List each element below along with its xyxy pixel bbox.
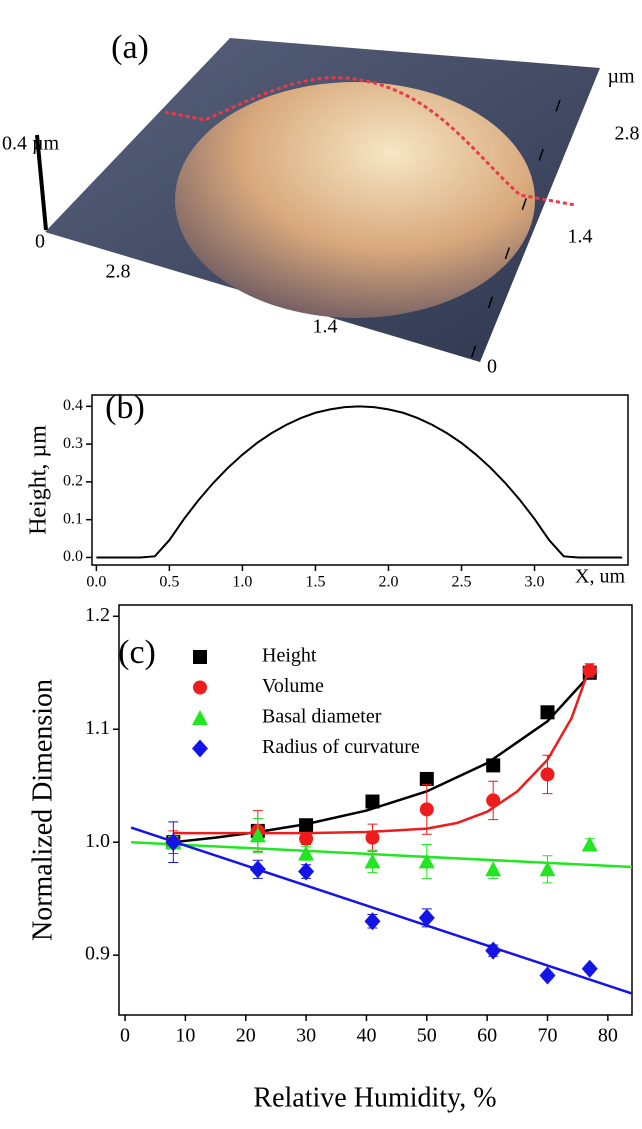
marker bbox=[420, 802, 434, 816]
marker bbox=[582, 960, 598, 978]
marker bbox=[583, 664, 597, 678]
y-tick-label: 1.2 bbox=[85, 604, 110, 626]
x-tick-label: 0.0 bbox=[86, 574, 106, 591]
marker bbox=[540, 966, 556, 984]
x-tick-label: 70 bbox=[538, 1025, 558, 1047]
legend-marker bbox=[192, 740, 208, 758]
page: (a) 0.4 µm 0 2.8 1.4 µm 2.8 1.4 0 0.0 0.5… bbox=[0, 0, 642, 1129]
x-tick-label: 50 bbox=[417, 1025, 437, 1047]
marker bbox=[365, 795, 379, 809]
x-tick-label: 3.0 bbox=[525, 574, 545, 591]
legend-label: Volume bbox=[262, 675, 324, 697]
legend-marker bbox=[193, 650, 207, 664]
x-tick-label: 0.5 bbox=[159, 574, 179, 591]
plot-frame bbox=[119, 605, 632, 1015]
x-axis-label: X, um bbox=[575, 566, 625, 588]
legend-label: Basal diameter bbox=[262, 706, 382, 728]
legend-label: Radius of curvature bbox=[262, 736, 420, 758]
x-tick-label: 2.8 bbox=[106, 261, 131, 283]
marker bbox=[541, 767, 555, 781]
fit-line bbox=[173, 675, 589, 842]
fit-line bbox=[131, 828, 632, 994]
y-tick-label: 1.4 bbox=[568, 226, 593, 248]
data-line bbox=[96, 406, 622, 557]
marker bbox=[420, 772, 434, 786]
y-tick-label: 1.1 bbox=[85, 717, 110, 739]
x-tick-label: 1.5 bbox=[305, 574, 325, 591]
y-tick-label: 0.1 bbox=[63, 510, 83, 527]
y-tick-label: 0.2 bbox=[63, 473, 83, 490]
z-label: 0.4 µm bbox=[2, 133, 60, 155]
legend-marker bbox=[193, 681, 207, 695]
y-tick-label: 2.8 bbox=[615, 123, 640, 145]
fit-line bbox=[131, 842, 632, 867]
droplet bbox=[175, 82, 535, 318]
marker bbox=[250, 860, 266, 878]
x-tick-label: 2.5 bbox=[452, 574, 472, 591]
y-tick-label: 0.4 bbox=[63, 397, 83, 414]
z-zero: 0 bbox=[35, 231, 45, 253]
x-tick-label: 40 bbox=[356, 1025, 376, 1047]
marker bbox=[298, 845, 314, 860]
y-tick-label: 0 bbox=[487, 356, 497, 378]
marker bbox=[485, 942, 501, 960]
marker bbox=[299, 818, 313, 832]
marker bbox=[299, 832, 313, 846]
panel-label: (c) bbox=[118, 634, 156, 671]
x-axis-label: Relative Humidity, % bbox=[253, 1082, 496, 1113]
x-tick-label: 1.4 bbox=[313, 316, 338, 338]
y-axis-label: Height, µm bbox=[26, 425, 52, 535]
figure: (a) 0.4 µm 0 2.8 1.4 µm 2.8 1.4 0 0.0 0.5… bbox=[0, 0, 642, 1129]
x-tick-label: 1.0 bbox=[232, 574, 252, 591]
marker bbox=[486, 758, 500, 772]
x-tick-label: 80 bbox=[598, 1025, 618, 1047]
x-tick-label: 30 bbox=[296, 1025, 316, 1047]
panel-label: (a) bbox=[111, 29, 149, 66]
x-tick-label: 10 bbox=[175, 1025, 195, 1047]
y-axis-label: Normalized Dimension bbox=[27, 679, 58, 941]
y-tick-label: 1.0 bbox=[85, 830, 110, 852]
x-tick-label: 60 bbox=[477, 1025, 497, 1047]
legend-label: Height bbox=[262, 645, 317, 667]
marker bbox=[582, 836, 598, 851]
panel-label: (b) bbox=[105, 389, 145, 426]
y-unit: µm bbox=[607, 66, 635, 88]
marker bbox=[485, 861, 501, 876]
x-tick-label: 2.0 bbox=[378, 574, 398, 591]
y-tick-label: 0.0 bbox=[63, 548, 83, 565]
marker bbox=[364, 912, 380, 930]
x-tick-label: 0 bbox=[120, 1025, 130, 1047]
y-tick-label: 0.3 bbox=[63, 435, 83, 452]
marker bbox=[486, 793, 500, 807]
x-tick-label: 20 bbox=[236, 1025, 256, 1047]
legend-marker bbox=[192, 710, 208, 725]
marker bbox=[541, 705, 555, 719]
marker bbox=[365, 831, 379, 845]
marker bbox=[298, 863, 314, 881]
surface-panel: (a) 0.4 µm 0 2.8 1.4 µm 2.8 1.4 0 bbox=[2, 29, 640, 378]
y-tick-label: 0.9 bbox=[85, 943, 110, 965]
